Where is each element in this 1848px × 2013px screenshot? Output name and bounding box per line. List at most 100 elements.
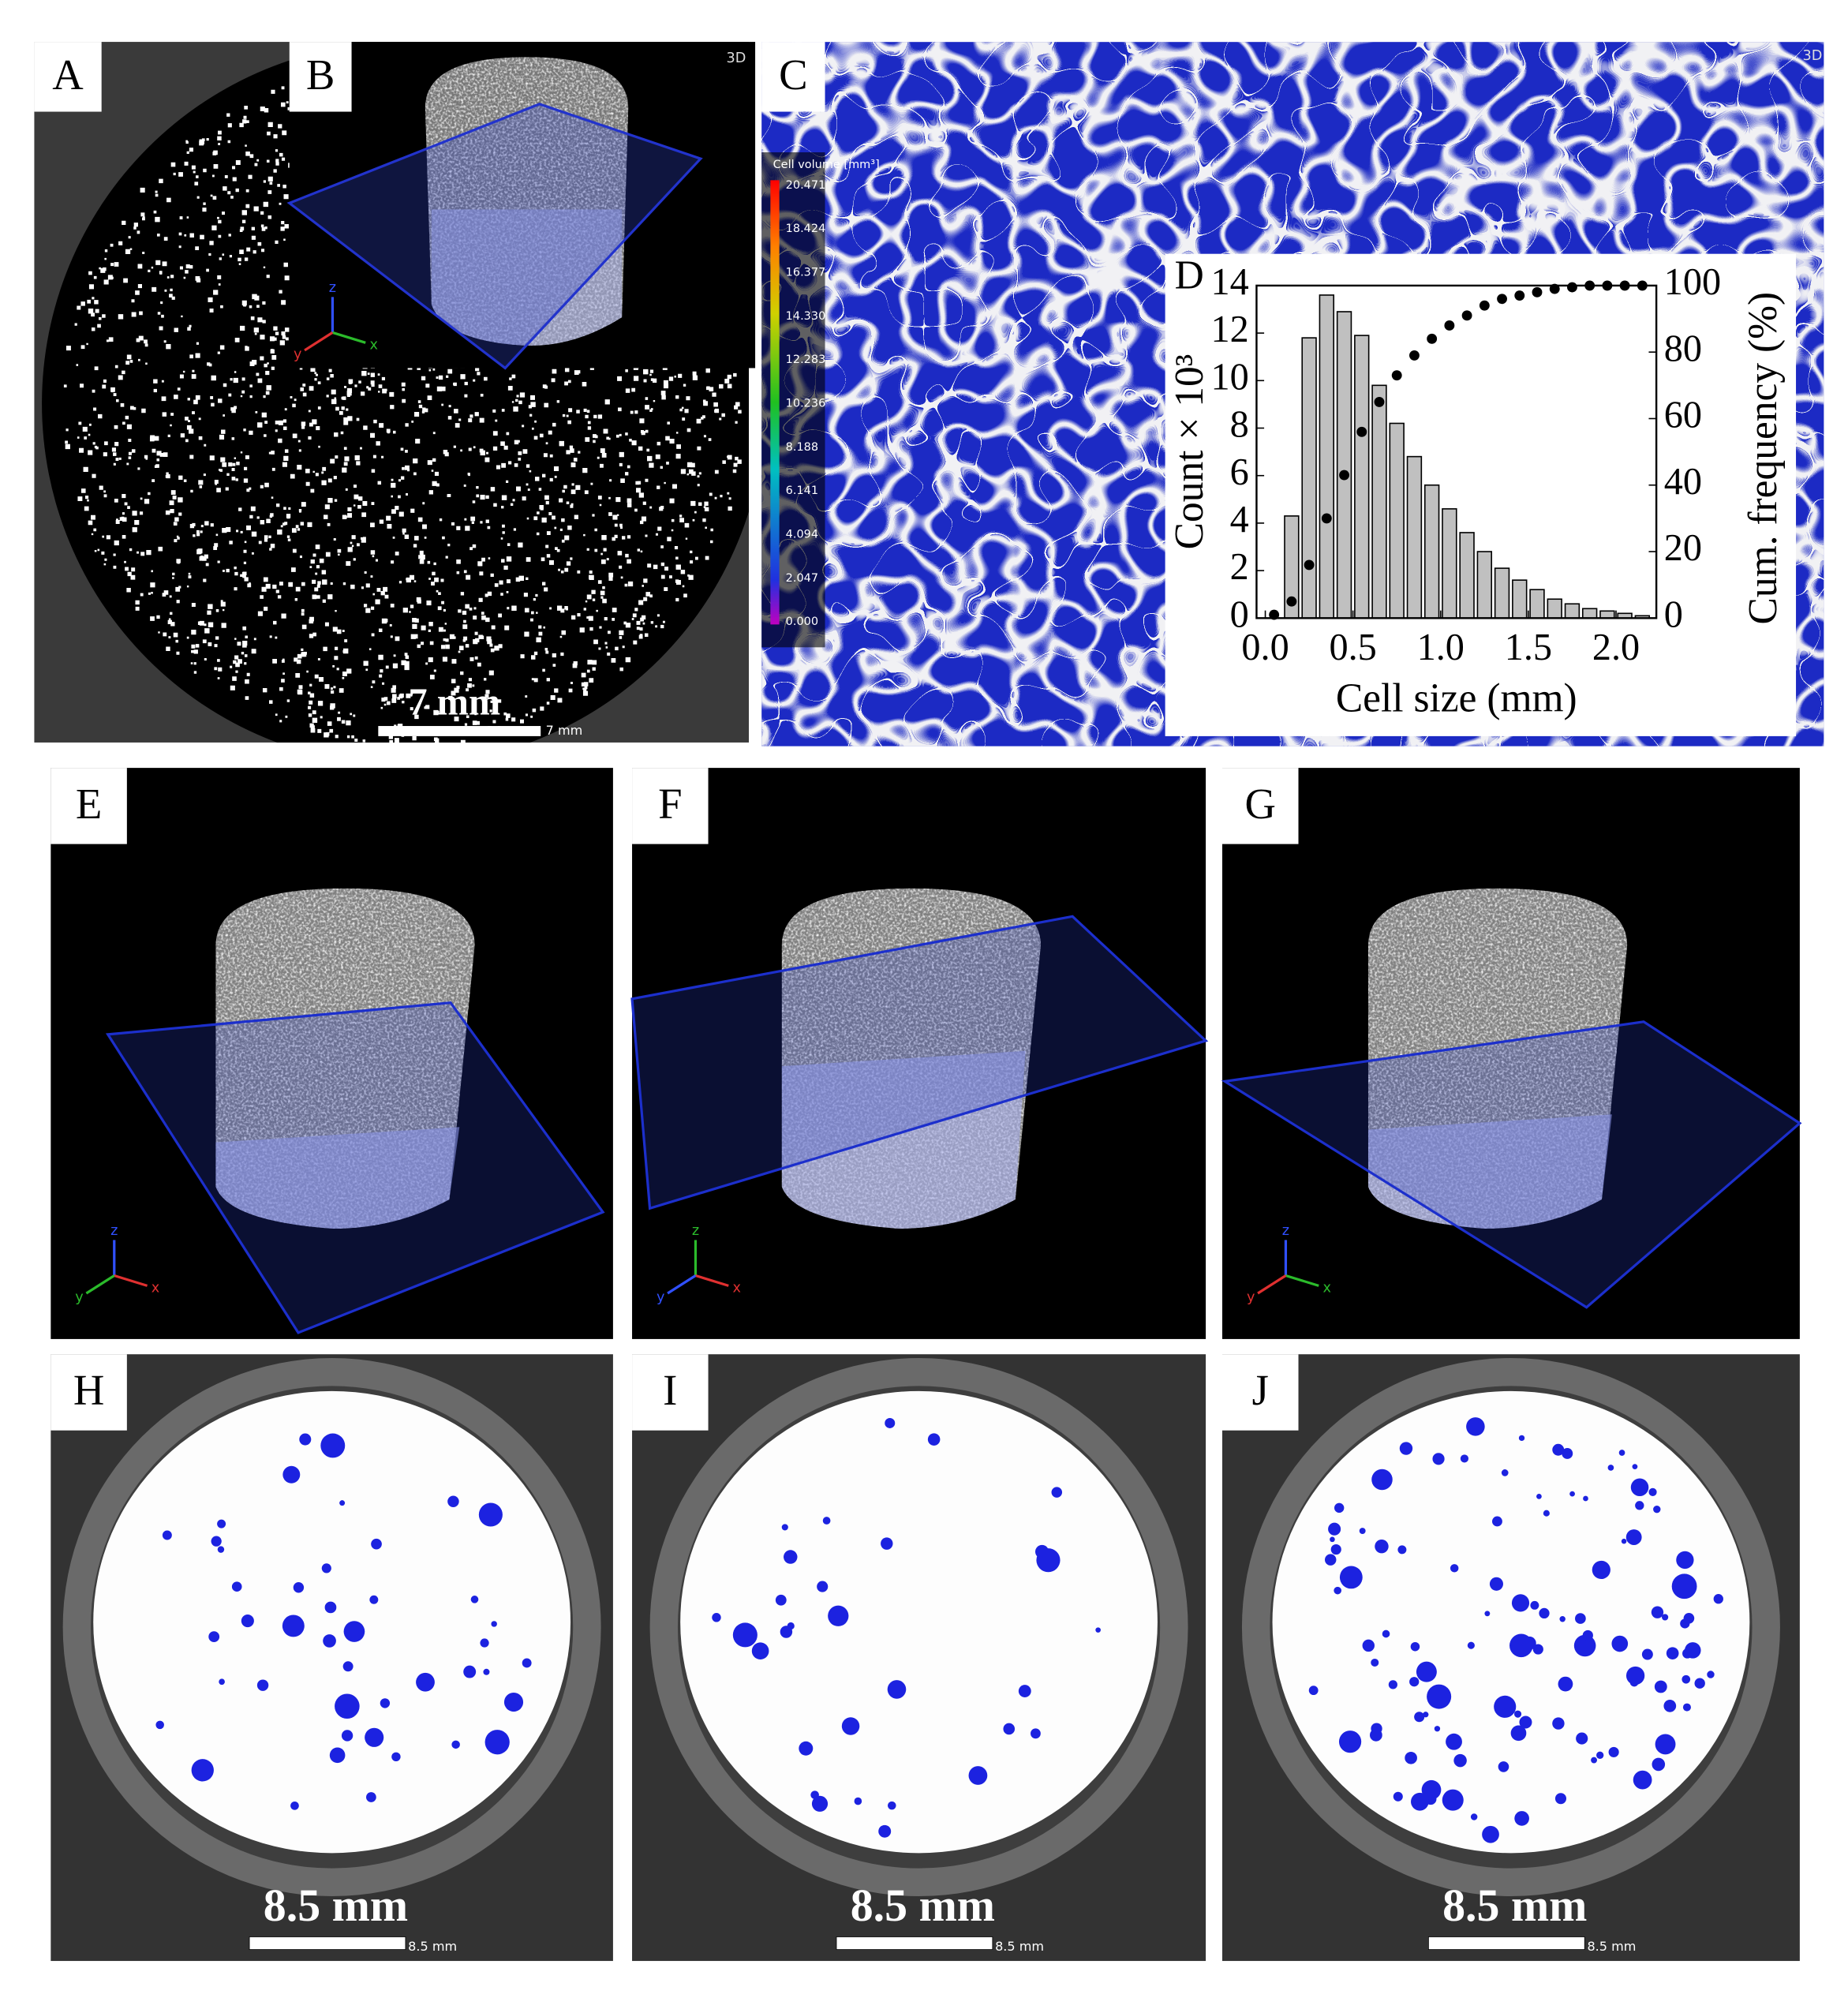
cylinder-lower bbox=[431, 209, 623, 346]
sample-slice bbox=[93, 1390, 571, 1854]
view-label: 3D bbox=[727, 51, 746, 66]
bar bbox=[1564, 603, 1581, 619]
pore bbox=[369, 1595, 379, 1604]
pore bbox=[968, 1766, 988, 1785]
pore bbox=[1427, 1684, 1452, 1709]
pore bbox=[1635, 1501, 1644, 1510]
y-tick-label: 2 bbox=[1230, 546, 1249, 588]
bar bbox=[1581, 608, 1598, 619]
colorbar-label: 8.188 bbox=[786, 441, 818, 454]
y-tick-label: 8 bbox=[1230, 404, 1249, 446]
cumulative-point bbox=[1304, 559, 1315, 571]
scale-bar-note: 8.5 mm bbox=[995, 1939, 1044, 1954]
axis-triad bbox=[114, 1274, 148, 1287]
pore bbox=[1575, 1613, 1586, 1624]
pore bbox=[1051, 1487, 1063, 1498]
pore bbox=[1095, 1627, 1101, 1633]
axis-triad-label: z bbox=[1282, 1223, 1289, 1239]
pore bbox=[1652, 1757, 1666, 1772]
panel-label: H bbox=[73, 1366, 104, 1414]
y-tick-label: 12 bbox=[1211, 309, 1249, 350]
axis-triad-label: z bbox=[329, 280, 336, 296]
cumulative-point bbox=[1444, 320, 1455, 331]
bar bbox=[1529, 589, 1545, 619]
x-tick-label: 2.0 bbox=[1592, 627, 1640, 668]
x-tick-label: 1.5 bbox=[1505, 627, 1552, 668]
bar bbox=[1319, 294, 1335, 619]
pore bbox=[343, 1621, 365, 1642]
y2-tick-label: 0 bbox=[1664, 593, 1683, 635]
pore bbox=[1324, 1554, 1337, 1566]
pore bbox=[329, 1747, 346, 1764]
x-axis-title: Cell size (mm) bbox=[1336, 675, 1577, 720]
pore bbox=[1522, 1636, 1536, 1650]
cut-plane bbox=[630, 915, 1209, 1210]
pore bbox=[217, 1546, 225, 1553]
panel-label-box bbox=[34, 42, 102, 112]
panel-label: F bbox=[658, 780, 682, 828]
pore bbox=[780, 1626, 793, 1638]
axis-triad bbox=[331, 331, 366, 344]
axis-triad-label: z bbox=[110, 1223, 118, 1239]
pore bbox=[1330, 1543, 1341, 1555]
pore bbox=[162, 1530, 172, 1540]
pore bbox=[1707, 1671, 1715, 1678]
colorbar-title: Cell volume [mm³] bbox=[773, 159, 880, 171]
sample-slice bbox=[680, 1390, 1158, 1854]
pore bbox=[1632, 1464, 1638, 1469]
cut-plane bbox=[1221, 1020, 1802, 1309]
pore bbox=[1501, 1469, 1509, 1476]
panel-label: G bbox=[1245, 780, 1276, 828]
pore bbox=[503, 1692, 524, 1712]
bar bbox=[1336, 311, 1352, 619]
pore bbox=[811, 1795, 829, 1812]
axis-triad-label: y bbox=[657, 1290, 664, 1306]
pore bbox=[1388, 1680, 1397, 1689]
bar bbox=[1547, 598, 1562, 619]
pore bbox=[293, 1582, 305, 1593]
cumulative-point bbox=[1427, 333, 1438, 344]
pore bbox=[341, 1730, 354, 1742]
pore bbox=[335, 1693, 360, 1719]
pore bbox=[451, 1740, 460, 1749]
y2-tick-label: 60 bbox=[1664, 395, 1702, 436]
pore bbox=[781, 1524, 788, 1531]
pore bbox=[1591, 1757, 1598, 1764]
pore bbox=[1662, 1614, 1669, 1621]
scale-bar-note: 7 mm bbox=[546, 723, 583, 738]
pore bbox=[470, 1596, 479, 1603]
colorbar-label: 4.094 bbox=[786, 528, 818, 541]
pore bbox=[447, 1495, 459, 1507]
axis-triad bbox=[694, 1274, 729, 1287]
pore bbox=[1034, 1544, 1049, 1558]
axis-triad bbox=[304, 331, 334, 352]
colorbar-label: 10.236 bbox=[786, 397, 826, 410]
pore bbox=[1410, 1641, 1420, 1652]
pore bbox=[321, 1563, 331, 1573]
axis-triad bbox=[1285, 1274, 1319, 1287]
pore bbox=[1558, 1676, 1573, 1692]
bar bbox=[1406, 455, 1423, 619]
pore bbox=[1482, 1825, 1499, 1843]
bar bbox=[1494, 567, 1510, 619]
pore bbox=[1651, 1606, 1664, 1618]
pore bbox=[1618, 1450, 1625, 1456]
colorbar-label: 0.000 bbox=[786, 615, 818, 628]
pore bbox=[888, 1801, 896, 1810]
pore bbox=[878, 1824, 892, 1838]
pore bbox=[1434, 1726, 1441, 1732]
scale-bar-label: 8.5 mm bbox=[851, 1880, 995, 1931]
cumulative-point bbox=[1461, 310, 1472, 321]
y-tick-label: 6 bbox=[1230, 451, 1249, 493]
scale-bar bbox=[249, 1936, 406, 1950]
cut-plane bbox=[105, 1001, 605, 1334]
colorbar-label: 14.330 bbox=[786, 310, 826, 323]
y2-tick-label: 80 bbox=[1664, 327, 1702, 369]
view-label: 3D bbox=[1803, 48, 1823, 64]
pore bbox=[1713, 1594, 1723, 1604]
pore bbox=[1514, 1811, 1529, 1826]
y-tick-label: 10 bbox=[1211, 356, 1249, 398]
pore bbox=[1382, 1629, 1390, 1638]
pore bbox=[219, 1678, 225, 1686]
y2-tick-label: 20 bbox=[1664, 527, 1702, 569]
